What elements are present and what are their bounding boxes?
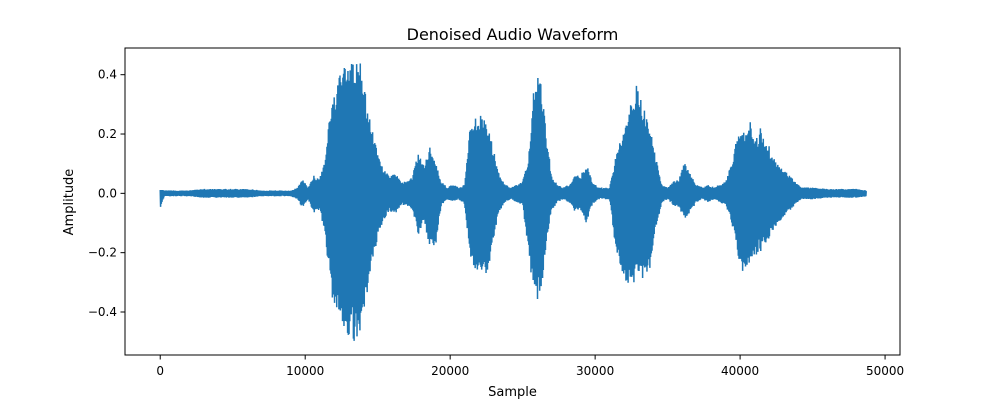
x-tick-label: 30000 — [576, 364, 614, 378]
y-axis-label: Amplitude — [62, 169, 77, 236]
chart-title: Denoised Audio Waveform — [407, 25, 619, 44]
x-axis: 0 10000 20000 30000 40000 50000 — [156, 355, 904, 378]
x-tick-label: 20000 — [431, 364, 469, 378]
plot-area — [159, 63, 867, 341]
y-tick-label: 0.4 — [98, 68, 117, 82]
x-tick-label: 10000 — [286, 364, 324, 378]
x-tick-label: 40000 — [721, 364, 759, 378]
y-tick-label: −0.2 — [88, 246, 117, 260]
y-tick-label: −0.4 — [88, 305, 117, 319]
x-axis-label: Sample — [488, 385, 537, 400]
axes-frame — [124, 47, 901, 356]
y-tick-label: 0.0 — [98, 186, 117, 200]
x-tick-label: 50000 — [866, 364, 904, 378]
y-axis: −0.4 −0.2 0.0 0.2 0.4 — [88, 68, 125, 319]
y-tick-label: 0.2 — [98, 127, 117, 141]
waveform-series-line — [159, 63, 867, 341]
x-tick-label: 0 — [156, 364, 164, 378]
